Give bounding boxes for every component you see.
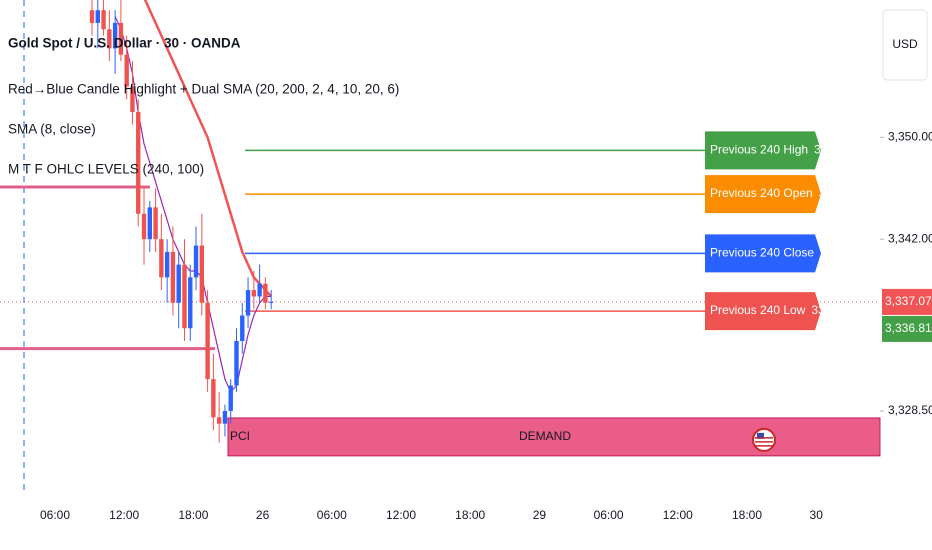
sma-line [114, 16, 272, 393]
zone-left-label: PCI [230, 429, 250, 443]
candle-body [101, 10, 106, 30]
y-tick-label: 3,350.000 [888, 130, 932, 144]
candle-body [263, 283, 268, 303]
x-tick-label: 18:00 [178, 508, 208, 522]
flag-canton [757, 432, 764, 439]
indicator-label: SMA (8, close) [8, 122, 96, 137]
candle-body [136, 111, 141, 214]
x-tick-label: 18:00 [732, 508, 762, 522]
candle-body [141, 213, 147, 240]
candle-body [112, 22, 118, 49]
candle-body [245, 290, 251, 316]
level-name: Previous 240 Close [710, 246, 814, 260]
price-tag-label: 3,336.811 [885, 321, 932, 335]
level-tag [705, 175, 821, 214]
level-value: 3340.885 [820, 246, 870, 260]
indicator-label: Red→Blue Candle Highlight + Dual SMA (20… [8, 82, 399, 97]
level-label: Previous 240 Close 3340.885 [710, 246, 870, 260]
level-label: Previous 240 Low 3336.345 [710, 303, 862, 317]
y-tick-label: 3,342.000 [888, 231, 932, 245]
candle-body [251, 290, 257, 297]
candle-body [107, 29, 112, 49]
candle-body [159, 239, 164, 278]
price-tag-label: 3,337.070 [885, 294, 932, 308]
candle-body [211, 379, 216, 418]
level-label: Previous 240 Open 3345.54 [710, 186, 862, 200]
x-tick-label: 26 [256, 508, 270, 522]
candle-body [95, 10, 100, 23]
currency-box[interactable] [882, 9, 928, 81]
candle-body [176, 264, 181, 303]
level-name: Previous 240 High [710, 142, 808, 156]
x-tick-label: 30 [810, 508, 824, 522]
candle-body [222, 410, 228, 424]
x-tick-label: 12:00 [386, 508, 416, 522]
currency: USD [892, 37, 918, 51]
indicator-label: M T F OHLC LEVELS (240, 100) [8, 162, 204, 177]
x-tick-label: 12:00 [663, 508, 693, 522]
sma-line [143, 0, 273, 298]
candle-body [89, 10, 95, 23]
level-tag [705, 234, 821, 273]
candle-body [193, 245, 199, 278]
candle-body [234, 340, 239, 386]
chart-title: Gold Spot / U.S. Dollar · 30 · OANDA [8, 36, 241, 51]
zone-label: DEMAND [519, 429, 571, 443]
x-tick-label: 06:00 [40, 508, 70, 522]
x-tick-label: 06:00 [594, 508, 624, 522]
candle-body [124, 54, 129, 87]
candle-body [240, 315, 245, 341]
flag-icon [752, 427, 776, 452]
candle-body [130, 86, 135, 112]
price-tag [882, 315, 932, 342]
level-label: Previous 240 High 3348.985 [710, 142, 864, 156]
x-tick-label: 06:00 [317, 508, 347, 522]
candle-body [118, 22, 124, 55]
candle-body [205, 302, 210, 380]
candle-body [170, 251, 176, 303]
candle-body [164, 251, 170, 278]
level-value: 3345.54 [819, 186, 863, 200]
candle-body [182, 264, 187, 329]
x-tick-label: 29 [533, 508, 547, 522]
candle-body [199, 245, 205, 303]
candle-body [153, 207, 158, 240]
candle-body [228, 385, 233, 411]
y-tick-label: 3,328.500 [888, 403, 932, 417]
level-name: Previous 240 Open [710, 186, 813, 200]
candle-body [257, 283, 262, 297]
x-tick-label: 12:00 [109, 508, 139, 522]
x-tick-label: 18:00 [455, 508, 485, 522]
candle-body [188, 277, 193, 329]
level-value: 3336.345 [811, 303, 861, 317]
candle-body [268, 301, 274, 303]
level-value: 3348.985 [814, 142, 864, 156]
candle-body [216, 417, 222, 424]
price-tag [882, 288, 932, 315]
level-tag [705, 131, 821, 170]
level-name: Previous 240 Low [710, 303, 806, 317]
candle-body [147, 207, 152, 240]
